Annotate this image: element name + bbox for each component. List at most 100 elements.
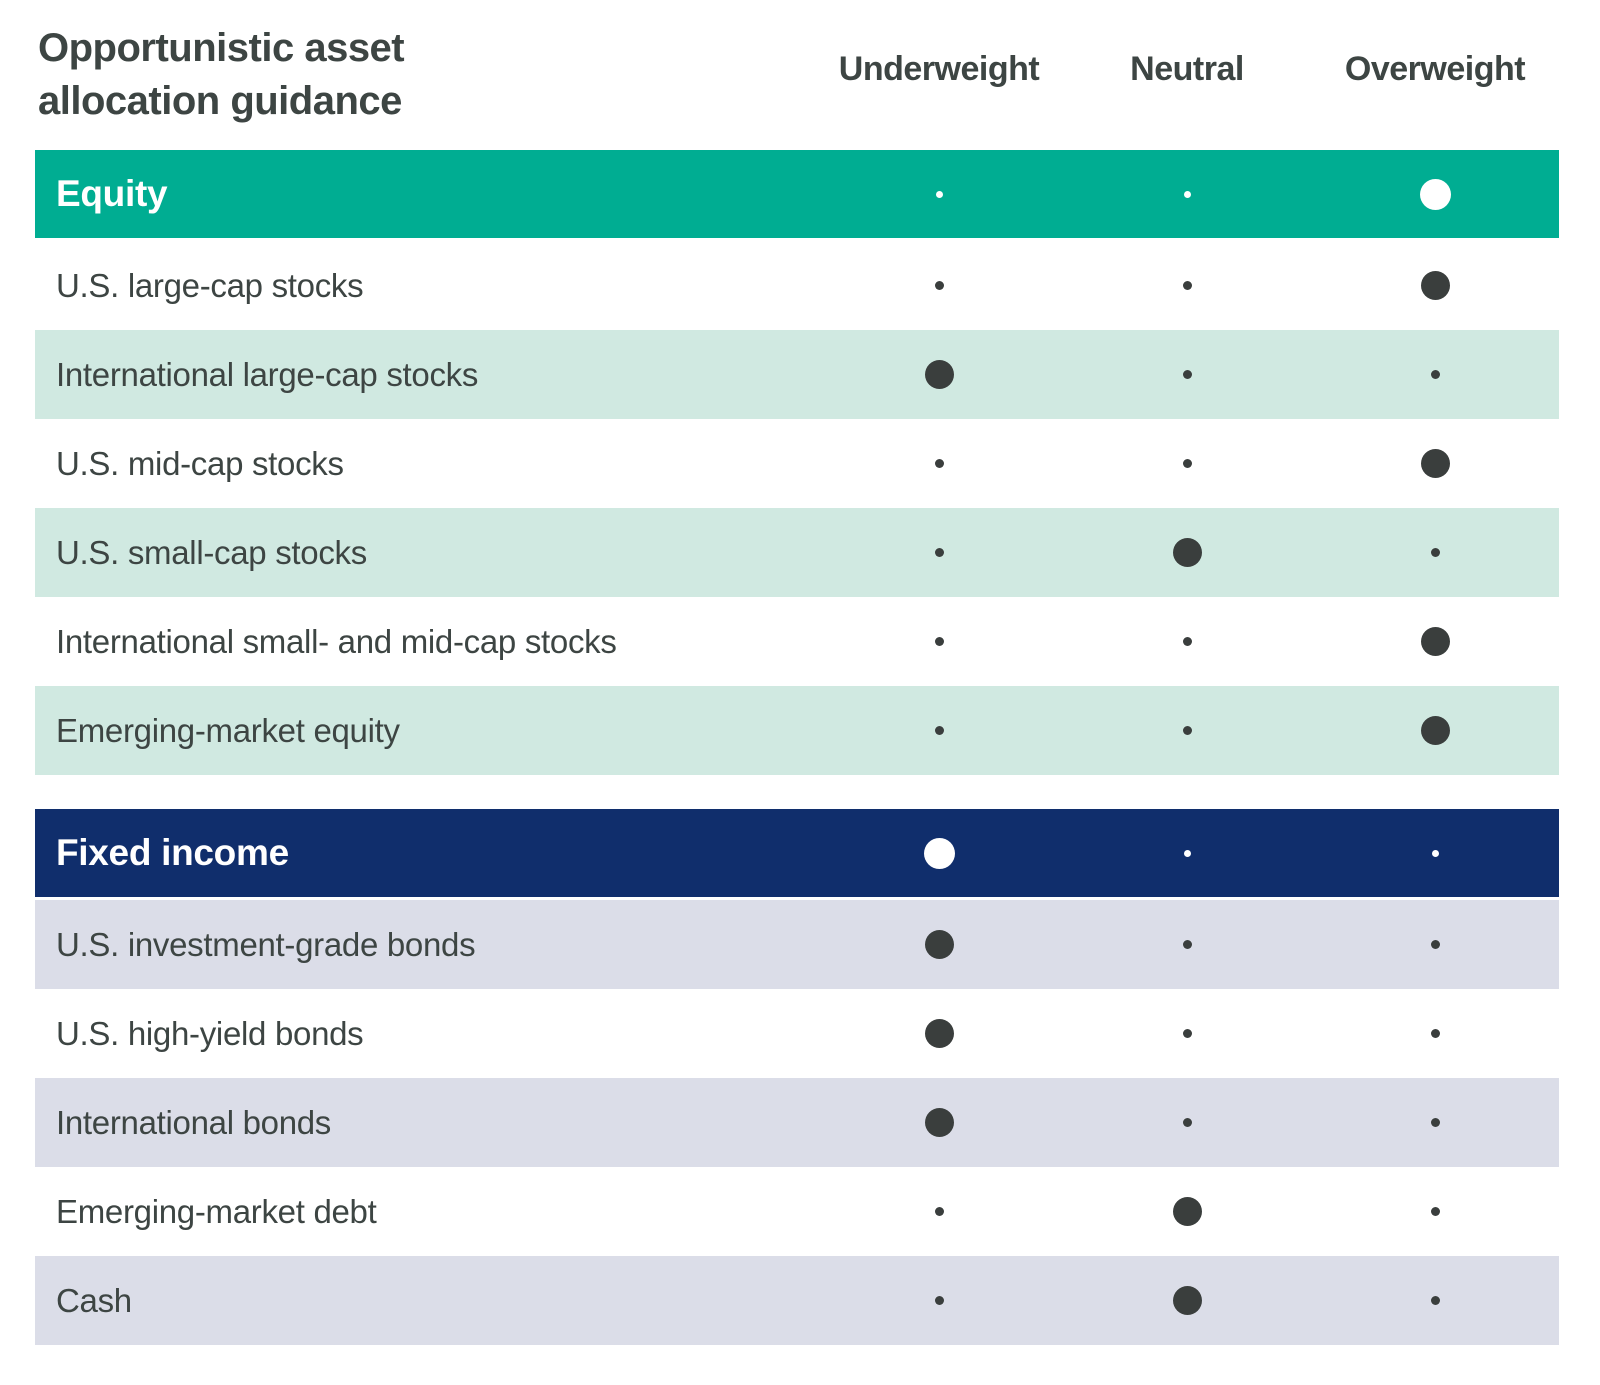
neutral-cell [1063,150,1311,238]
overweight-cell [1311,900,1559,989]
neutral-cell [1063,508,1311,597]
neutral-dot [1182,370,1192,379]
page-title-line-1: Opportunistic asset [38,26,405,70]
neutral-dot [1172,538,1202,567]
column-header-underweight: Underweight [838,50,1040,88]
table-row-us-investment-grade-bonds: U.S. investment-grade bonds [35,900,1559,989]
overweight-dot [1431,849,1439,857]
overweight-dot [1420,449,1450,478]
table-header-area: Opportunistic asset allocation guidance … [35,0,1559,150]
row-label: Emerging-market debt [56,1192,377,1230]
underweight-dot [934,1207,944,1216]
table-row-international-large-cap-stocks: International large-cap stocks [35,330,1559,419]
underweight-cell [815,597,1063,686]
table-row-international-small-mid-cap-stocks: International small- and mid-cap stocks [35,597,1559,686]
section-header-fixed-income: Fixed income [35,809,1559,900]
overweight-cell [1311,1167,1559,1256]
underweight-cell [815,809,1063,897]
neutral-cell [1063,419,1311,508]
section-header-equity: Equity [35,150,1559,241]
row-label: International small- and mid-cap stocks [56,622,617,660]
underweight-dot [934,726,944,735]
row-label: U.S. large-cap stocks [56,266,364,304]
neutral-dot [1182,940,1192,949]
overweight-cell [1311,989,1559,1078]
neutral-dot [1172,1197,1202,1226]
underweight-dot [934,281,944,290]
overweight-dot [1430,548,1440,557]
table-row-us-small-cap-stocks: U.S. small-cap stocks [35,508,1559,597]
neutral-cell [1063,900,1311,989]
overweight-dot [1430,940,1440,949]
table-row-us-high-yield-bonds: U.S. high-yield bonds [35,989,1559,1078]
underweight-cell [815,150,1063,238]
underweight-cell [815,508,1063,597]
overweight-cell [1311,508,1559,597]
neutral-dot [1182,1029,1192,1038]
column-header-neutral: Neutral [1130,50,1244,88]
row-label: International large-cap stocks [56,355,479,393]
row-label: Cash [56,1281,132,1319]
underweight-cell [815,1078,1063,1167]
neutral-cell [1063,989,1311,1078]
underweight-dot [934,548,944,557]
underweight-dot [934,459,944,468]
table-row-emerging-market-debt: Emerging-market debt [35,1167,1559,1256]
underweight-dot [935,190,943,198]
underweight-cell [815,241,1063,330]
neutral-dot [1182,281,1192,290]
underweight-cell [815,686,1063,775]
row-label: U.S. investment-grade bonds [56,925,476,963]
section-divider [35,775,1559,809]
underweight-dot [923,837,955,869]
overweight-dot [1430,1207,1440,1216]
neutral-cell [1063,1167,1311,1256]
table-row-us-mid-cap-stocks: U.S. mid-cap stocks [35,419,1559,508]
column-headers: Underweight Neutral Overweight [815,0,1559,150]
neutral-cell [1063,330,1311,419]
table-row-emerging-market-equity: Emerging-market equity [35,686,1559,775]
neutral-dot [1183,190,1191,198]
neutral-dot [1182,637,1192,646]
overweight-dot [1430,1029,1440,1038]
underweight-dot [924,1019,954,1048]
section-label: Fixed income [56,832,289,873]
overweight-cell [1311,150,1559,238]
table-row-cash: Cash [35,1256,1559,1345]
row-label: U.S. mid-cap stocks [56,444,344,482]
row-label: U.S. high-yield bonds [56,1014,364,1052]
neutral-cell [1063,809,1311,897]
table-row-us-large-cap-stocks: U.S. large-cap stocks [35,241,1559,330]
neutral-dot [1182,726,1192,735]
overweight-cell [1311,809,1559,897]
underweight-cell [815,1167,1063,1256]
column-header-overweight: Overweight [1344,50,1526,88]
neutral-dot [1182,1118,1192,1127]
neutral-cell [1063,686,1311,775]
overweight-dot [1430,1118,1440,1127]
neutral-cell [1063,1256,1311,1345]
overweight-cell [1311,419,1559,508]
neutral-cell [1063,241,1311,330]
underweight-cell [815,1256,1063,1345]
underweight-dot [924,1108,954,1137]
overweight-cell [1311,1078,1559,1167]
neutral-dot [1183,849,1191,857]
section-label: Equity [56,173,168,214]
table-row-international-bonds: International bonds [35,1078,1559,1167]
overweight-cell [1311,597,1559,686]
underweight-dot [924,930,954,959]
underweight-cell [815,989,1063,1078]
overweight-dot [1420,271,1450,300]
row-label: U.S. small-cap stocks [56,533,367,571]
underweight-dot [924,360,954,389]
page-title-line-2: allocation guidance [38,79,402,123]
overweight-cell [1311,330,1559,419]
neutral-dot [1172,1286,1202,1315]
overweight-cell [1311,1256,1559,1345]
underweight-cell [815,330,1063,419]
allocation-guidance-table: Opportunistic asset allocation guidance … [35,0,1559,1345]
underweight-dot [934,1296,944,1305]
overweight-dot [1420,627,1450,656]
overweight-cell [1311,241,1559,330]
